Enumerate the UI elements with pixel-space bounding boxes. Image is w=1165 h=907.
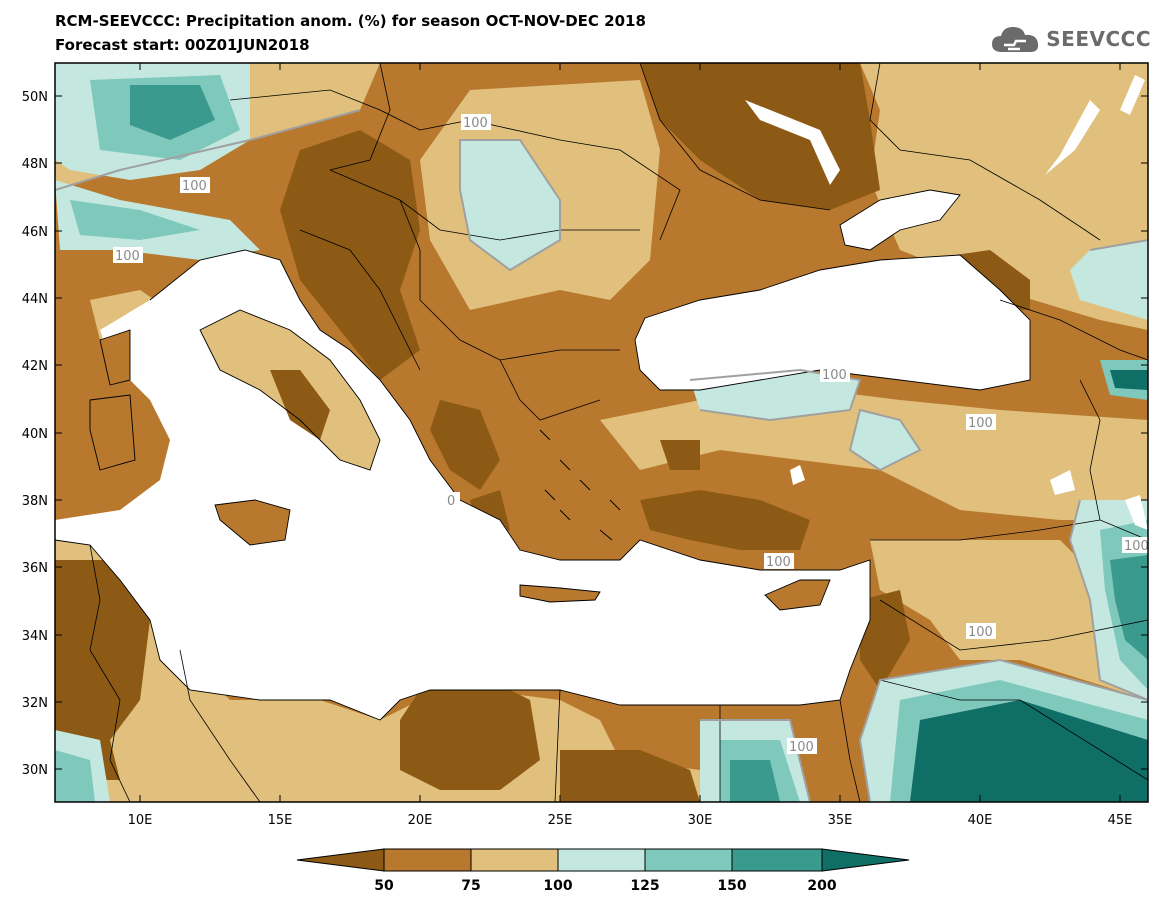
lon-tick-label: 20E — [408, 813, 433, 828]
map-title: RCM-SEEVCCC: Precipitation anom. (%) for… — [55, 12, 646, 30]
contour-labels: 100 100 100 100 100 0 100 100 100 100 — [113, 114, 1149, 755]
lat-tick-label: 42N — [22, 359, 48, 374]
contour-label: 100 — [966, 623, 996, 640]
svg-text:0: 0 — [447, 494, 455, 509]
colorbar-low-triangle — [296, 848, 385, 872]
longitude-axis: 10E 15E 20E 25E 30E 35E 40E 45E — [128, 63, 1133, 828]
contour-label: 100 — [461, 114, 491, 131]
svg-text:100: 100 — [968, 416, 993, 431]
sea-of-azov — [840, 190, 960, 250]
coastlines — [55, 189, 1031, 721]
colorbar: 50 75 100 125 150 200 — [296, 848, 910, 894]
cloud-icon — [992, 27, 1039, 52]
latitude-axis: 50N 48N 46N 44N 42N 40N 38N 36N 34N 32N … — [22, 90, 1148, 778]
colorbar-label: 100 — [543, 878, 572, 894]
colorbar-high-triangle — [821, 848, 910, 872]
colorbar-label: 75 — [461, 878, 480, 894]
contour-label: 100 — [787, 738, 817, 755]
lat-tick-label: 38N — [22, 494, 48, 509]
colorbar-label: 50 — [374, 878, 394, 894]
black-sea — [635, 255, 1030, 390]
contour-label: 100 — [820, 366, 850, 383]
lon-tick-label: 25E — [548, 813, 573, 828]
contour-label: 100 — [1122, 537, 1149, 554]
svg-text:100: 100 — [766, 555, 791, 570]
contour-label: 100 — [966, 414, 996, 431]
lon-tick-label: 15E — [268, 813, 293, 828]
svg-text:100: 100 — [115, 249, 140, 264]
lat-tick-label: 32N — [22, 696, 48, 711]
svg-text:100: 100 — [968, 625, 993, 640]
contour-label: 100 — [764, 553, 794, 570]
colorbar-label: 200 — [807, 878, 836, 894]
contour-label: 0 — [446, 492, 460, 509]
lat-tick-label: 36N — [22, 561, 48, 576]
country-borders — [89, 63, 1148, 802]
svg-text:100: 100 — [822, 368, 847, 383]
forecast-start-label: Forecast start: 00Z01JUN2018 — [55, 36, 310, 54]
map-field: 100 100 100 100 100 0 100 100 100 100 — [55, 63, 1149, 802]
svg-text:100: 100 — [463, 116, 488, 131]
lon-tick-label: 30E — [688, 813, 713, 828]
lon-tick-label: 10E — [128, 813, 153, 828]
colorbar-segment — [557, 848, 646, 872]
logo-text: SEEVCCC — [1046, 27, 1151, 51]
svg-text:100: 100 — [1124, 539, 1149, 554]
seevccc-logo: SEEVCCC — [990, 22, 1151, 56]
lon-tick-label: 45E — [1108, 813, 1133, 828]
contour-label: 100 — [180, 177, 210, 194]
lat-tick-label: 50N — [22, 90, 48, 105]
colorbar-label: 125 — [630, 878, 659, 894]
lat-tick-label: 30N — [22, 763, 48, 778]
lon-tick-label: 35E — [828, 813, 853, 828]
contour-label: 100 — [113, 247, 143, 264]
svg-text:100: 100 — [789, 740, 814, 755]
lat-tick-label: 40N — [22, 427, 48, 442]
colorbar-label: 150 — [717, 878, 746, 894]
colorbar-segment — [383, 848, 472, 872]
svg-text:100: 100 — [182, 179, 207, 194]
lat-tick-label: 46N — [22, 225, 48, 240]
colorbar-segment — [644, 848, 733, 872]
lat-tick-label: 44N — [22, 292, 48, 307]
lat-tick-label: 34N — [22, 629, 48, 644]
lat-tick-label: 48N — [22, 157, 48, 172]
lon-tick-label: 40E — [968, 813, 993, 828]
colorbar-segment — [731, 848, 823, 872]
colorbar-segment — [470, 848, 559, 872]
contour-100-lines — [55, 109, 1148, 802]
